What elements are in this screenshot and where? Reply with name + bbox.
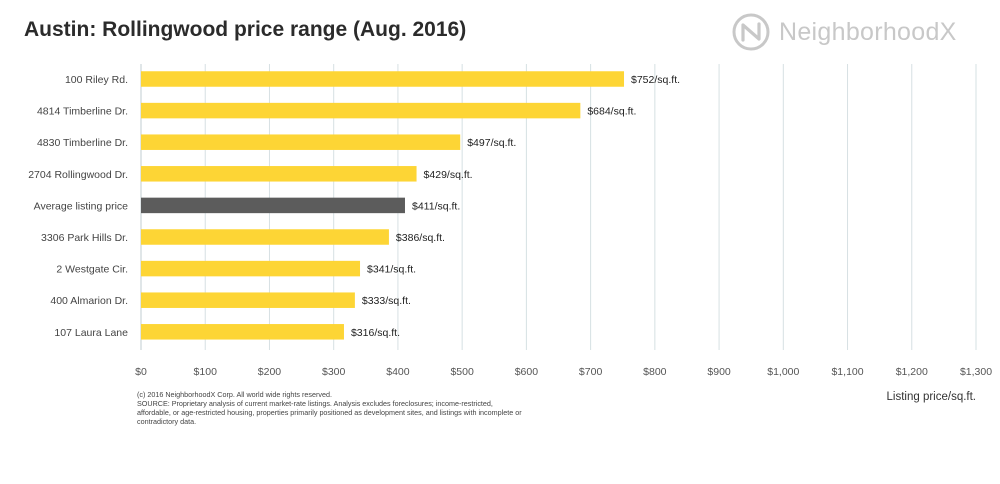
x-tick-label: $700 (579, 366, 603, 378)
x-tick-label: $500 (450, 366, 474, 378)
value-label: $429/sq.ft. (424, 169, 473, 181)
bar (141, 166, 417, 182)
x-tick-label: $0 (135, 366, 147, 378)
category-label: 3306 Park Hills Dr. (41, 232, 128, 244)
chart-title: Austin: Rollingwood price range (Aug. 20… (24, 18, 467, 41)
x-tick-label: $1,200 (896, 366, 928, 378)
bar (141, 197, 405, 214)
brand-logo: NeighborhoodX (731, 12, 957, 52)
x-tick-label: $600 (515, 366, 539, 378)
x-tick-label: $200 (258, 366, 282, 378)
value-label: $386/sq.ft. (396, 232, 445, 244)
x-tick-label: $900 (707, 366, 731, 378)
category-label: 107 Laura Lane (54, 327, 128, 339)
x-axis-label: Listing price/sq.ft. (886, 391, 976, 403)
category-label: 4814 Timberline Dr. (37, 106, 128, 118)
bar (141, 292, 355, 308)
value-label: $497/sq.ft. (467, 137, 516, 149)
bar (141, 260, 361, 277)
bar (141, 71, 625, 87)
labels: $0 $100 $200 $300 $400 $500 $600 $700 $800 $900 $1… (28, 74, 992, 378)
bars (141, 71, 625, 340)
bar (141, 229, 389, 245)
bar (141, 102, 581, 119)
footnote: (c) 2016 NeighborhoodX Corp. All world w… (137, 390, 527, 426)
source-text: SOURCE: Proprietary analysis of current … (137, 399, 522, 426)
x-tick-label: $800 (643, 366, 667, 378)
category-label: 2 Westgate Cir. (56, 264, 128, 276)
value-label: $333/sq.ft. (362, 295, 411, 307)
bar (141, 134, 461, 150)
logo-text: NeighborhoodX (779, 17, 957, 46)
copyright-text: (c) 2016 NeighborhoodX Corp. All world w… (137, 390, 332, 399)
category-label: Average listing price (34, 200, 129, 212)
value-label: $752/sq.ft. (631, 74, 680, 86)
x-tick-label: $1,300 (960, 366, 992, 378)
category-label: 2704 Rollingwood Dr. (28, 169, 128, 181)
x-tick-label: $400 (386, 366, 410, 378)
value-label: $341/sq.ft. (367, 264, 416, 276)
x-tick-label: $100 (194, 366, 218, 378)
value-label: $411/sq.ft. (412, 200, 460, 212)
value-label: $316/sq.ft. (351, 327, 400, 339)
value-label: $684/sq.ft. (587, 106, 636, 118)
category-label: 100 Riley Rd. (65, 74, 128, 86)
category-label: 400 Almarion Dr. (50, 295, 128, 307)
x-tick-label: $1,000 (767, 366, 799, 378)
bar (141, 324, 344, 340)
x-tick-label: $1,100 (831, 366, 863, 378)
x-tick-label: $300 (322, 366, 346, 378)
category-label: 4830 Timberline Dr. (37, 137, 128, 149)
neighborhoodx-logo-icon (732, 13, 770, 51)
